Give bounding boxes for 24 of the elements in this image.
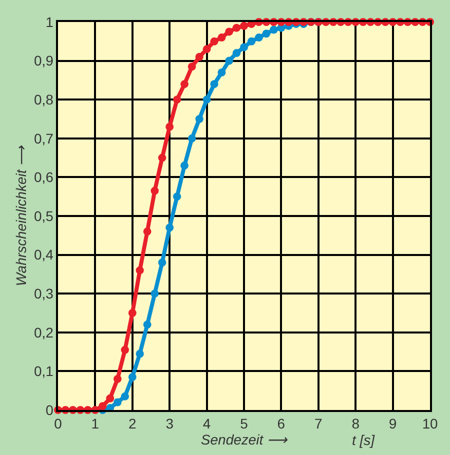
x-tick-label: 1 <box>91 416 100 432</box>
x-tick-label: 8 <box>352 416 360 432</box>
text: t [s] <box>352 432 376 448</box>
x-tick-label: 3 <box>166 416 174 432</box>
x-tick-label: 10 <box>422 416 438 432</box>
x-tick-label: 7 <box>314 416 322 432</box>
x-axis-title: Sendezeit ⟶ <box>200 432 288 448</box>
y-axis-title: Wahrscheinlichkeit ⟶ <box>13 144 30 286</box>
y-tick-label: 0 <box>46 402 54 418</box>
y-tick-label: 0,2 <box>34 324 54 340</box>
y-tick-label: 0,4 <box>34 246 54 263</box>
y-tick-label: 0,6 <box>34 169 54 186</box>
x-tick-label: 6 <box>277 416 286 432</box>
y-tick-label: 0,1 <box>34 363 54 380</box>
y-tick-label: 0,5 <box>34 208 54 224</box>
x-tick-label: 5 <box>240 416 248 432</box>
y-tick-label: 0,8 <box>34 92 54 108</box>
y-tick-label: 0,9 <box>34 52 54 69</box>
x-tick-label: 9 <box>388 416 397 432</box>
x-tick-label: 2 <box>128 416 136 432</box>
x-tick-label: 4 <box>202 416 211 432</box>
y-tick-label: 1 <box>46 14 54 30</box>
y-tick-label: 0,3 <box>34 286 54 302</box>
y-tick-label: 0,7 <box>34 130 54 146</box>
